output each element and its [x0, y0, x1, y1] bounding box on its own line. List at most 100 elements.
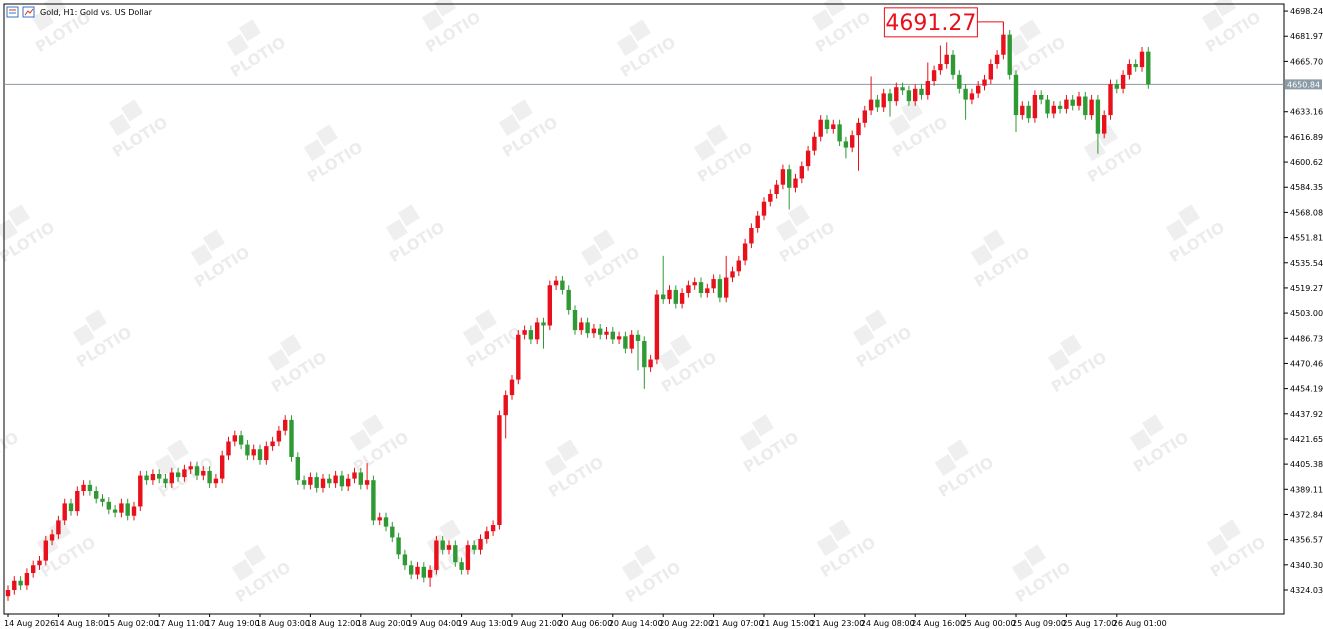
candle-body	[43, 540, 48, 561]
toolbar-icons	[6, 6, 35, 18]
candle-body	[780, 169, 786, 185]
candle-body	[415, 566, 420, 575]
candle-body	[635, 334, 641, 341]
watermark-logo	[498, 114, 521, 137]
watermark-logo	[238, 19, 261, 42]
candle-body	[31, 565, 36, 574]
watermark-logo	[580, 244, 603, 267]
candle-body	[1139, 51, 1145, 68]
watermark-logo	[633, 544, 656, 567]
candle-body	[976, 85, 981, 94]
candle-body	[459, 562, 464, 570]
max-label: 4691.27	[885, 11, 976, 36]
watermark-logo	[1165, 219, 1188, 242]
x-tick-label: 21 Aug 15:00	[760, 619, 814, 628]
candle-body	[692, 282, 697, 286]
candle-body	[251, 449, 256, 456]
watermark-logo	[166, 439, 189, 462]
candle-body	[887, 93, 893, 102]
candle-body	[112, 509, 118, 513]
watermark-logo	[705, 124, 728, 147]
candle-body	[648, 359, 653, 368]
y-tick-label: 4340.30	[1290, 561, 1323, 570]
candle-body	[824, 119, 830, 130]
candle-body	[856, 122, 861, 136]
watermark-logo	[421, 9, 444, 32]
watermark-logo	[1129, 429, 1152, 452]
candle-body	[553, 280, 559, 286]
y-tick-label: 4568.08	[1290, 208, 1323, 217]
candle-body	[12, 580, 17, 591]
candle-body	[938, 64, 943, 71]
y-tick-label: 4486.73	[1290, 334, 1323, 343]
candle-body	[1120, 74, 1126, 89]
candle-body	[522, 330, 527, 335]
candle-body	[610, 331, 615, 340]
x-tick-label: 20 Aug 14:00	[609, 619, 663, 628]
watermark-logo	[1023, 544, 1046, 567]
candle-body	[245, 444, 250, 456]
watermark-logo	[739, 429, 762, 452]
watermark-logo	[693, 139, 716, 162]
candle-body	[831, 124, 836, 130]
watermark-logo	[108, 114, 131, 137]
candle-body	[182, 469, 187, 478]
candle-body	[220, 455, 225, 479]
candle-body	[484, 531, 489, 539]
watermark-logo	[438, 519, 461, 542]
candle-body	[1133, 64, 1138, 68]
x-tick-label: 21 Aug 23:00	[810, 619, 864, 628]
candle-body	[579, 322, 584, 331]
y-tick-label: 4437.92	[1290, 410, 1323, 419]
candle-body	[629, 334, 634, 349]
watermark-logo	[1218, 519, 1241, 542]
watermark-logo	[1206, 534, 1229, 557]
candle-body	[585, 322, 590, 334]
watermark-logo	[385, 219, 408, 242]
candle-body	[301, 480, 307, 485]
candle-body	[919, 88, 924, 95]
candle-body	[188, 466, 193, 470]
candle-body	[106, 501, 111, 510]
candle-body	[736, 260, 741, 272]
candle-body	[490, 525, 496, 532]
x-tick-label: 19 Aug 04:00	[407, 619, 461, 628]
plot-frame	[3, 3, 1285, 615]
candle-body	[850, 135, 855, 148]
y-tick-label: 4665.70	[1290, 57, 1323, 66]
watermark-logo	[852, 324, 875, 347]
watermark-logo	[1201, 9, 1224, 32]
candle-body	[421, 566, 426, 578]
candle-body	[327, 478, 332, 484]
candle-body	[49, 534, 55, 541]
candle-body	[390, 526, 395, 538]
y-tick-label: 4470.46	[1290, 359, 1323, 368]
candle-body	[1114, 84, 1119, 89]
candle-body	[969, 93, 975, 100]
watermark-logo	[616, 34, 639, 57]
candle-body	[270, 441, 275, 447]
watermark-logo	[1006, 34, 1029, 57]
x-tick-label: 17 Aug 11:00	[155, 619, 209, 628]
candle-body	[465, 545, 471, 570]
candle-body	[982, 79, 987, 86]
candle-body	[1057, 105, 1063, 109]
bid-label: 4650.84	[1287, 80, 1320, 89]
candle-body	[446, 545, 452, 550]
candle-body	[1089, 99, 1094, 116]
candle-body	[427, 569, 433, 578]
candle-body	[881, 93, 886, 108]
candle-body	[37, 560, 42, 566]
y-tick-label: 4372.84	[1290, 510, 1323, 519]
x-tick-label: 20 Aug 22:00	[659, 619, 713, 628]
watermark-logo	[946, 439, 969, 462]
candle-body	[673, 289, 678, 304]
x-tick-label: 21 Aug 07:00	[710, 619, 764, 628]
candle-body	[1020, 105, 1025, 116]
candle-body	[591, 328, 597, 334]
candle-body	[1001, 34, 1006, 55]
candle-body	[144, 475, 149, 481]
candle-body	[1032, 94, 1038, 119]
